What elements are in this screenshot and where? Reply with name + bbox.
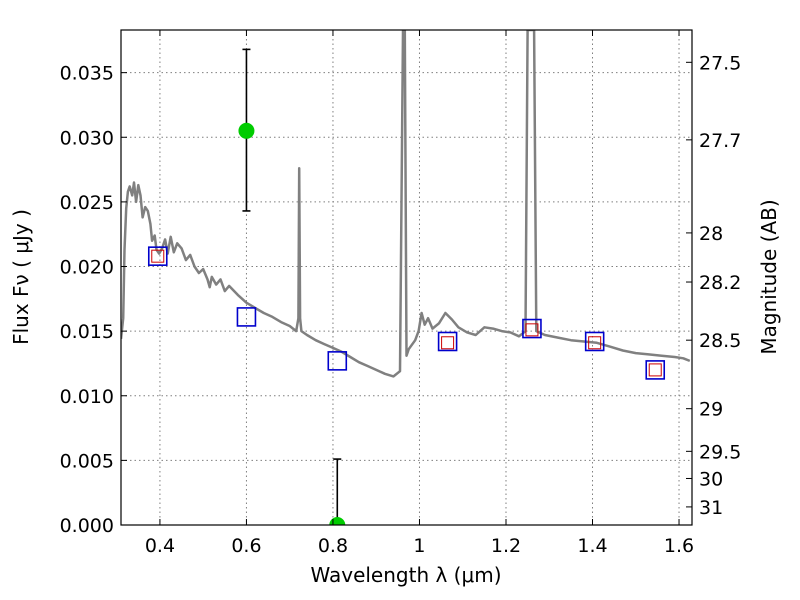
- right-tick-label: 27.7: [699, 130, 741, 152]
- y-axis-label: Flux Fν ( μJy ): [9, 209, 33, 345]
- plot-frame: [120, 29, 693, 526]
- y-tick-label: 0.035: [60, 63, 114, 85]
- y-tick-label: 0.015: [60, 321, 114, 343]
- model-square-marker: [441, 336, 455, 350]
- grid-layer: [121, 30, 692, 526]
- right-tick-label: 28.5: [699, 330, 741, 352]
- right-tick-label: 31: [699, 497, 723, 519]
- y-tick-label: 0.000: [60, 515, 114, 537]
- y-tick-label: 0.020: [60, 257, 114, 279]
- x-tick-label: 0.8: [318, 535, 348, 557]
- x-tick-label: 1.4: [577, 535, 607, 557]
- right-tick-label: 28: [699, 223, 723, 245]
- model-square-marker: [648, 363, 662, 377]
- y-tick-label: 0.005: [60, 450, 114, 472]
- right-tick-label: 27.5: [699, 52, 741, 74]
- x-tick-label: 0.6: [231, 535, 261, 557]
- right-tick-label: 30: [699, 468, 723, 490]
- observed-square-marker: [584, 331, 605, 352]
- observed-square-marker: [645, 360, 666, 380]
- observed-square-marker: [147, 246, 168, 266]
- observed-square-marker: [522, 318, 542, 339]
- x-tick-label: 1.6: [664, 535, 694, 557]
- green-point-marker: [329, 517, 346, 525]
- right-axis-label: Magnitude (AB): [757, 199, 781, 354]
- model-square-marker: [588, 336, 602, 350]
- y-tick-label: 0.030: [60, 127, 114, 149]
- x-tick-label: 1.2: [491, 535, 521, 557]
- observed-square-marker: [437, 331, 458, 352]
- model-square-marker: [525, 323, 539, 337]
- x-tick-label: 0.4: [145, 535, 175, 557]
- x-tick-label: 1: [413, 535, 425, 557]
- tick-layer: 0.4 0.6 0.8 1 1.2 1.4 1.6 0.000 0.005 0.010 0.015 0…: [60, 30, 741, 557]
- right-tick-label: 28.2: [699, 272, 741, 294]
- right-tick-label: 29.5: [699, 441, 741, 463]
- right-tick-label: 29: [699, 399, 723, 421]
- observed-square-marker: [236, 307, 257, 327]
- observed-square-marker: [327, 351, 348, 371]
- green-point-marker: [238, 122, 255, 139]
- data-layer: [121, 30, 691, 525]
- y-tick-label: 0.010: [60, 386, 114, 408]
- model-square-marker: [151, 249, 165, 263]
- y-tick-label: 0.025: [60, 192, 114, 214]
- sed-line: [121, 30, 691, 378]
- x-axis-label: Wavelength λ (μm): [310, 563, 501, 587]
